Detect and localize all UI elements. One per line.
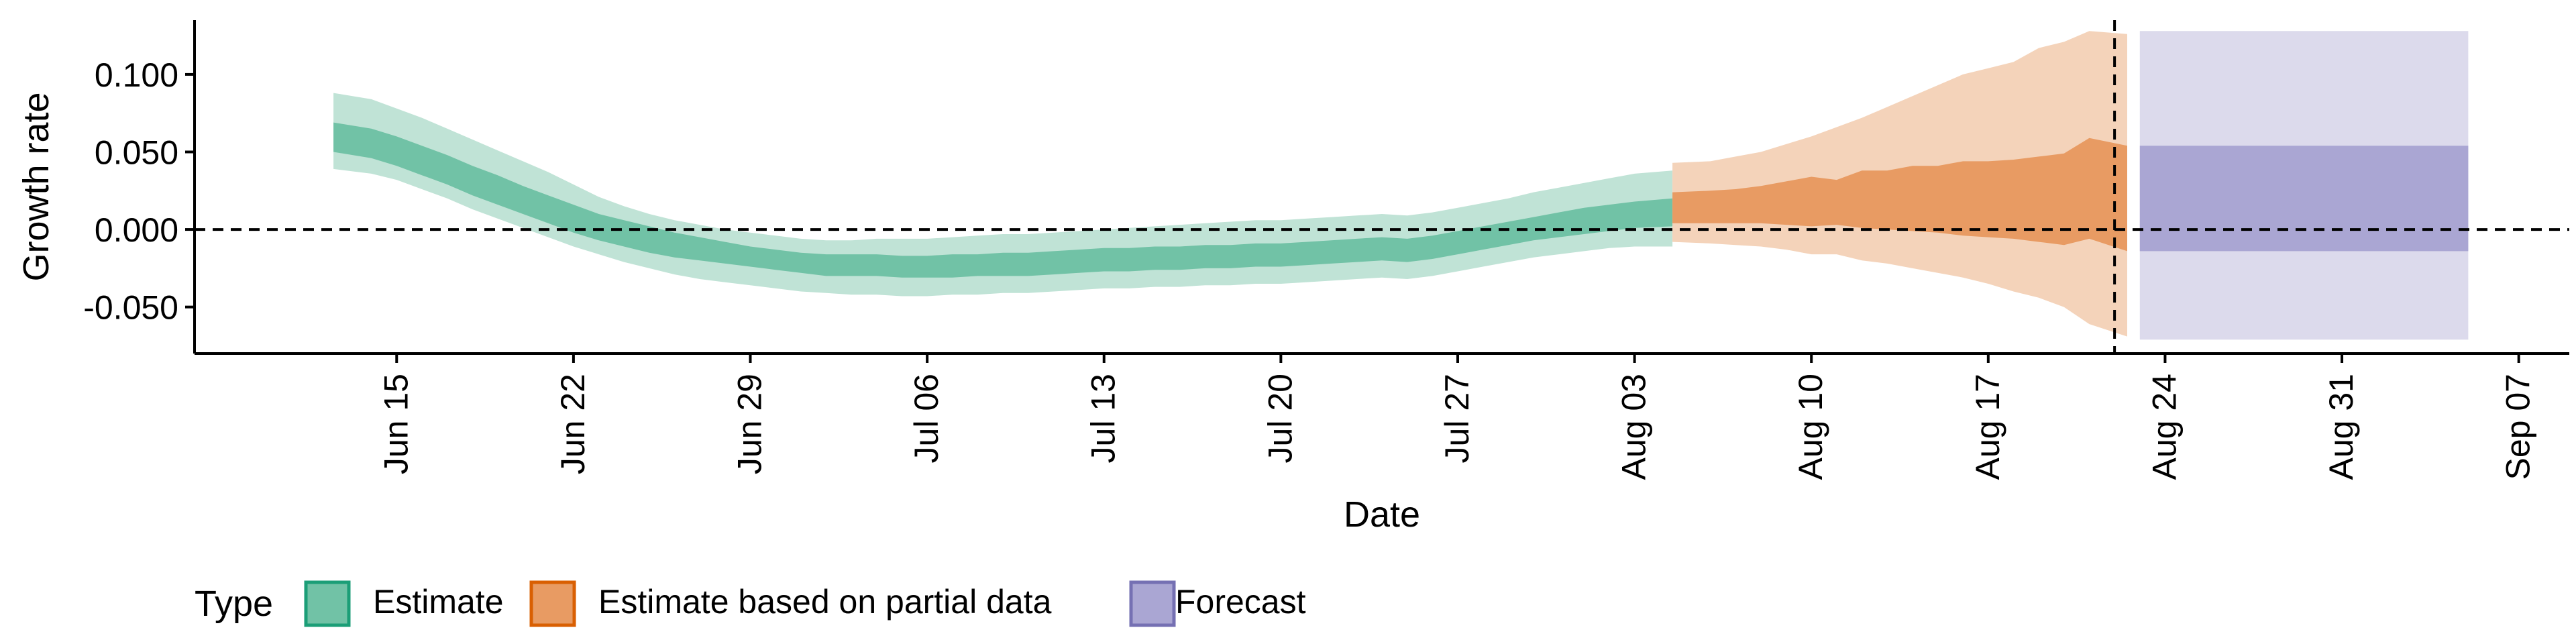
x-tick-label: Aug 24 <box>2145 374 2183 480</box>
legend-key-forecast <box>1129 580 1176 627</box>
x-tick-label: Sep 07 <box>2500 374 2537 480</box>
x-tick-label: Aug 10 <box>1792 374 1829 480</box>
legend-label-forecast: Forecast <box>1175 583 1306 621</box>
bands-layer <box>333 31 2469 340</box>
reference-lines-layer <box>195 20 2569 354</box>
legend-label-estimate: Estimate <box>373 583 504 621</box>
x-tick-label: Jun 29 <box>731 374 769 474</box>
x-tick-label: Jul 20 <box>1261 374 1299 463</box>
y-ticks-layer: -0.050 0.000 0.050 0.100 <box>83 56 195 327</box>
y-axis-title: Growth rate <box>16 92 56 281</box>
x-tick-label: Jun 22 <box>554 374 592 474</box>
x-tick-label: Aug 31 <box>2322 374 2360 480</box>
y-tick-label: -0.050 <box>83 289 178 327</box>
x-tick-label: Jun 15 <box>377 374 415 474</box>
x-axis-title: Date <box>1344 494 1420 535</box>
x-tick-label: Aug 03 <box>1615 374 1653 480</box>
legend: Type Estimate Estimate based on partial d… <box>195 580 1306 627</box>
legend-label-estimate-based-on-partial-data: Estimate based on partial data <box>598 583 1052 621</box>
forecast-inner-band <box>2139 146 2469 252</box>
x-tick-label: Aug 17 <box>1969 374 2006 480</box>
x-tick-label: Jul 13 <box>1085 374 1122 463</box>
legend-key-estimate-based-on-partial-data <box>529 580 576 627</box>
x-ticks-layer: Jun 15 Jun 22 Jun 29 Jul 06 Jul 13 Jul 20 Jul … <box>377 354 2537 480</box>
legend-title: Type <box>195 584 273 624</box>
estimate-based-on-partial-data-inner-band <box>1672 138 2127 252</box>
x-tick-label: Jul 27 <box>1438 374 1476 463</box>
y-tick-label: 0.000 <box>95 211 178 249</box>
y-tick-label: 0.100 <box>95 56 178 94</box>
legend-key-estimate <box>304 580 351 627</box>
estimate-inner-band <box>333 122 1673 278</box>
x-tick-label: Jul 06 <box>908 374 945 463</box>
y-tick-label: 0.050 <box>95 133 178 171</box>
